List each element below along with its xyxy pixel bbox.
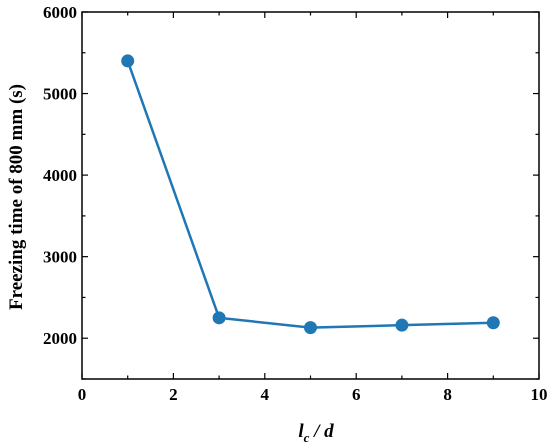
y-axis: 2000 3000 4000 5000 6000 bbox=[43, 3, 539, 380]
y-tick-label: 2000 bbox=[43, 329, 77, 348]
y-tick-label: 4000 bbox=[43, 166, 77, 185]
x-axis-title-sub: c bbox=[304, 430, 310, 445]
x-axis-title-main: l bbox=[298, 421, 304, 442]
x-axis: 0 2 4 6 8 10 bbox=[78, 12, 548, 404]
x-axis-title: lc / d bbox=[298, 421, 334, 445]
data-point bbox=[395, 318, 409, 332]
x-tick-label: 2 bbox=[169, 385, 178, 404]
series-line bbox=[126, 60, 494, 329]
y-axis-title: Freezing time of 800 mm (s) bbox=[6, 84, 27, 310]
data-point bbox=[304, 321, 317, 335]
x-tick-label: 0 bbox=[78, 385, 87, 404]
y-tick-label: 5000 bbox=[43, 85, 77, 104]
x-tick-label: 6 bbox=[352, 385, 361, 404]
x-tick-label: 4 bbox=[261, 385, 270, 404]
data-point bbox=[486, 316, 500, 330]
data-point bbox=[121, 54, 135, 68]
y-tick-label: 3000 bbox=[43, 248, 77, 267]
data-point bbox=[212, 311, 226, 325]
y-tick-label: 6000 bbox=[43, 3, 77, 22]
x-axis-title-rest: / d bbox=[309, 421, 334, 442]
plot-area bbox=[81, 11, 540, 380]
x-tick-label: 10 bbox=[531, 385, 548, 404]
x-tick-label: 8 bbox=[443, 385, 452, 404]
